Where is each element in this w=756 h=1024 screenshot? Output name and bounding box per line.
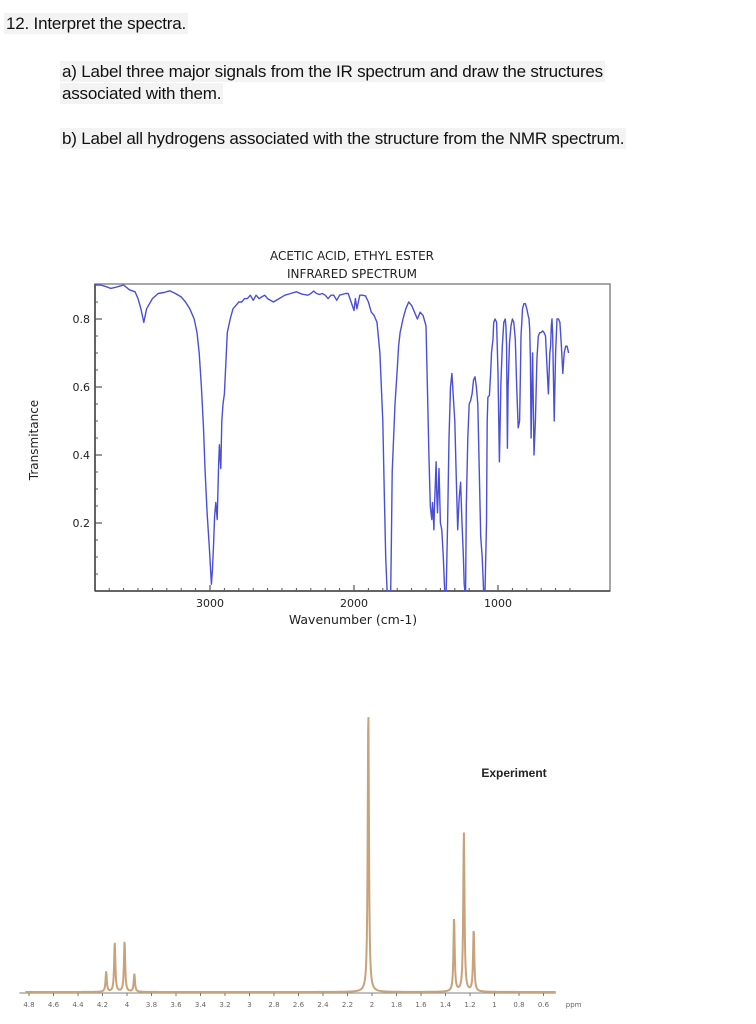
svg-text:1.6: 1.6 <box>415 1001 427 1009</box>
nmr-legend-experiment: Experiment <box>481 766 546 780</box>
svg-text:3: 3 <box>247 1001 251 1009</box>
svg-text:1: 1 <box>492 1001 496 1009</box>
ir-x-axis: 3000 2000 1000 <box>108 585 571 610</box>
nmr-x-axis-unit: ppm <box>566 1001 582 1009</box>
svg-text:2.8: 2.8 <box>268 1001 279 1009</box>
svg-text:4.4: 4.4 <box>72 1001 84 1009</box>
ir-y-axis-label: Transmitance <box>27 400 41 481</box>
svg-text:0.8: 0.8 <box>73 313 91 326</box>
ir-x-axis-label: Wavenumber (cm-1) <box>289 612 417 627</box>
svg-text:2.6: 2.6 <box>293 1001 305 1009</box>
svg-text:0.6: 0.6 <box>538 1001 550 1009</box>
ir-chart-title: ACETIC ACID, ETHYL ESTER <box>270 249 434 263</box>
svg-text:4.6: 4.6 <box>48 1001 60 1009</box>
svg-text:3.4: 3.4 <box>195 1001 207 1009</box>
ir-spectrum-line <box>95 284 570 592</box>
question-part-b: b) Label all hydrogens associated with t… <box>60 128 627 149</box>
ir-spectrum-chart: ACETIC ACID, ETHYL ESTER INFRARED SPECTR… <box>27 249 611 627</box>
svg-text:3000: 3000 <box>196 597 224 610</box>
question-part-a-line2: associated with them. <box>60 83 224 104</box>
svg-text:1.2: 1.2 <box>464 1001 475 1009</box>
ir-chart-subtitle: INFRARED SPECTRUM <box>287 267 417 281</box>
svg-text:2.4: 2.4 <box>317 1001 329 1009</box>
svg-text:2: 2 <box>370 1001 374 1009</box>
svg-text:3.6: 3.6 <box>170 1001 182 1009</box>
svg-text:0.2: 0.2 <box>73 517 91 530</box>
ir-plot-frame <box>94 283 611 592</box>
svg-text:1.4: 1.4 <box>440 1001 452 1009</box>
nmr-spectrum-line <box>25 717 556 993</box>
svg-text:1.8: 1.8 <box>391 1001 402 1009</box>
svg-text:4.2: 4.2 <box>97 1001 108 1009</box>
svg-text:3.2: 3.2 <box>219 1001 230 1009</box>
svg-text:0.6: 0.6 <box>73 381 91 394</box>
nmr-x-axis: 4.8 4.6 4.4 4.2 4 3.8 3.6 3.4 3.2 3 2.8 2.6 2.4 2.2 2 1… <box>19 992 556 1009</box>
svg-text:0.8: 0.8 <box>513 1001 524 1009</box>
svg-text:1000: 1000 <box>484 597 512 610</box>
svg-text:4: 4 <box>125 1001 130 1009</box>
ir-y-axis: 0.2 0.4 0.6 0.8 <box>73 301 102 575</box>
question-title: 12. Interpret the spectra. <box>4 13 189 34</box>
svg-text:2.2: 2.2 <box>342 1001 353 1009</box>
svg-text:3.8: 3.8 <box>146 1001 157 1009</box>
question-part-a-line1: a) Label three major signals from the IR… <box>60 61 605 82</box>
svg-text:0.4: 0.4 <box>73 449 91 462</box>
svg-text:4.8: 4.8 <box>23 1001 34 1009</box>
svg-text:2000: 2000 <box>340 597 368 610</box>
